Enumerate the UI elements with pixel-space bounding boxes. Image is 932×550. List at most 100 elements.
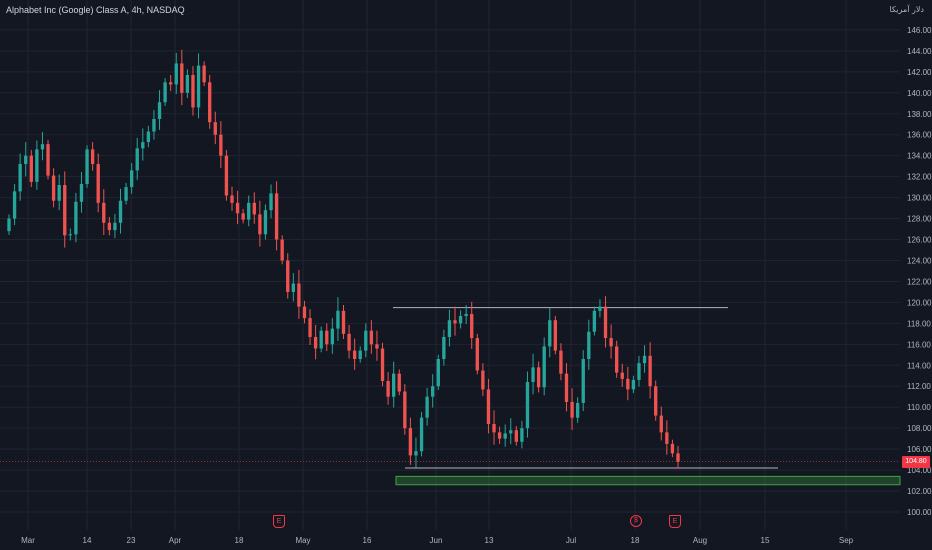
y-tick-label: 104.00 bbox=[907, 466, 932, 475]
time-axis: Mar 14 23 Apr 18 May 16 Jun 13 Jul 18 Aug 15 Sep bbox=[21, 536, 854, 545]
dividend-icon[interactable]: $ bbox=[630, 515, 642, 527]
candle-body bbox=[397, 373, 401, 392]
earnings-icon[interactable]: E bbox=[273, 515, 285, 528]
candle-body bbox=[654, 386, 658, 416]
candle-body bbox=[146, 131, 151, 143]
candle-body bbox=[235, 202, 240, 214]
y-tick-label: 144.00 bbox=[907, 47, 932, 56]
candle-body bbox=[213, 122, 217, 135]
candle-body bbox=[113, 222, 117, 231]
candle-body bbox=[157, 102, 162, 119]
candle-body bbox=[118, 200, 123, 223]
candle-body bbox=[620, 372, 624, 379]
candle-body bbox=[414, 451, 418, 456]
candle-body bbox=[648, 355, 652, 387]
candle-body bbox=[509, 430, 513, 434]
candle-body bbox=[575, 403, 580, 418]
candle-body bbox=[470, 313, 474, 339]
candle-body bbox=[18, 164, 22, 192]
y-tick-label: 138.00 bbox=[907, 110, 932, 119]
candle-body bbox=[263, 210, 268, 235]
candle-body bbox=[514, 430, 518, 442]
candle-body bbox=[280, 239, 284, 261]
candle-body bbox=[392, 373, 396, 397]
x-tick-label: Jul bbox=[566, 536, 576, 545]
candle-body bbox=[564, 373, 569, 402]
candle-body bbox=[570, 401, 574, 418]
x-tick-label: 13 bbox=[485, 536, 494, 545]
earnings-icon[interactable]: E bbox=[669, 515, 681, 528]
candle-body bbox=[51, 175, 56, 201]
candle-body bbox=[63, 185, 67, 236]
candle-body bbox=[274, 193, 279, 240]
annotation-layer bbox=[0, 307, 901, 486]
candle-body bbox=[330, 328, 335, 345]
candle-body bbox=[258, 214, 262, 235]
candle-body bbox=[124, 187, 128, 201]
candle-body bbox=[603, 306, 608, 339]
x-tick-label: May bbox=[295, 536, 310, 545]
candle-body bbox=[341, 310, 346, 334]
candle-body bbox=[659, 415, 663, 433]
candle-body bbox=[269, 193, 273, 211]
candle-body bbox=[129, 170, 134, 188]
candle-body bbox=[542, 346, 546, 388]
candle-body bbox=[219, 134, 223, 156]
y-tick-label: 108.00 bbox=[907, 424, 932, 433]
y-tick-label: 114.00 bbox=[907, 361, 931, 370]
candle-body bbox=[676, 453, 680, 462]
x-tick-label: 16 bbox=[363, 536, 372, 545]
candle-body bbox=[425, 396, 429, 418]
candle-body bbox=[141, 142, 145, 149]
candle-body bbox=[107, 222, 112, 231]
candle-body bbox=[553, 320, 558, 351]
candle-body bbox=[40, 144, 45, 150]
candle-body bbox=[631, 379, 636, 390]
candle-body bbox=[587, 331, 591, 359]
y-tick-label: 102.00 bbox=[907, 487, 932, 496]
candle-body bbox=[419, 417, 424, 452]
candle-body bbox=[347, 333, 351, 351]
candle-body bbox=[352, 350, 357, 359]
candle-body bbox=[319, 330, 323, 349]
y-tick-label: 124.00 bbox=[907, 256, 932, 265]
candle-body bbox=[252, 202, 256, 215]
x-tick-label: Apr bbox=[169, 536, 182, 545]
candle-body bbox=[458, 316, 463, 324]
candle-body bbox=[230, 195, 234, 203]
candle-body bbox=[102, 202, 106, 223]
candle-body bbox=[369, 330, 374, 345]
y-tick-label: 122.00 bbox=[907, 277, 932, 286]
price-axis: 100.00 102.00 104.00 106.00 108.00 110.00 112.… bbox=[907, 26, 932, 517]
y-tick-label: 128.00 bbox=[907, 215, 932, 224]
candle-body bbox=[180, 63, 184, 93]
candle-body bbox=[29, 155, 33, 182]
candle-body bbox=[375, 344, 379, 349]
y-tick-label: 134.00 bbox=[907, 152, 932, 161]
candle-body bbox=[637, 363, 641, 380]
candle-body bbox=[642, 355, 647, 364]
candle-body bbox=[24, 155, 28, 165]
candle-body bbox=[57, 185, 61, 201]
candle-body bbox=[35, 149, 39, 182]
candle-body bbox=[247, 202, 251, 220]
candle-body bbox=[536, 367, 541, 388]
x-tick-label: Aug bbox=[693, 536, 707, 545]
y-tick-label: 100.00 bbox=[907, 508, 932, 517]
x-tick-label: Jun bbox=[430, 536, 443, 545]
y-tick-label: 136.00 bbox=[907, 131, 932, 140]
candle-body bbox=[525, 382, 530, 429]
candle-body bbox=[592, 310, 597, 332]
candle-body bbox=[196, 65, 201, 108]
candle-body bbox=[475, 338, 479, 371]
candle-body bbox=[548, 320, 552, 347]
x-tick-label: 14 bbox=[83, 536, 92, 545]
event-label-dividend-jul: $ bbox=[634, 517, 638, 524]
candle-body bbox=[609, 338, 613, 347]
candle-body bbox=[90, 149, 95, 165]
candle-body bbox=[202, 65, 206, 83]
candle-body bbox=[325, 330, 329, 345]
candle-body bbox=[358, 350, 362, 359]
y-tick-label: 112.00 bbox=[907, 382, 931, 391]
